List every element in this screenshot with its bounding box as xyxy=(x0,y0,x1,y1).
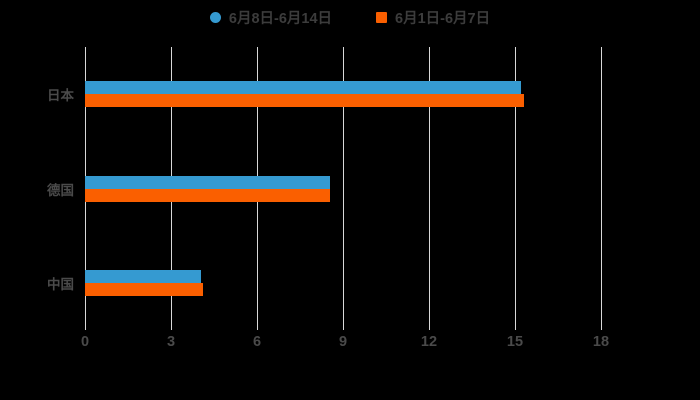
bar[interactable] xyxy=(85,188,331,202)
x-axis-tick-label: 18 xyxy=(592,334,610,350)
bar[interactable] xyxy=(85,269,202,283)
y-axis-tick-label: 德国 xyxy=(47,182,74,198)
x-axis-tick-label: 0 xyxy=(80,334,90,350)
gridline xyxy=(343,47,344,330)
bar[interactable] xyxy=(85,175,331,189)
gridline xyxy=(601,47,602,330)
bar[interactable] xyxy=(85,282,203,296)
x-axis-tick-label: 12 xyxy=(420,334,438,350)
legend-item-series-1[interactable]: 6月8日-6月14日 xyxy=(209,7,333,28)
gridline xyxy=(515,47,516,330)
legend-label-series-1: 6月8日-6月14日 xyxy=(228,10,333,27)
y-axis-tick-label: 中国 xyxy=(47,276,74,292)
x-axis-tick-label: 15 xyxy=(506,334,524,350)
legend-square-icon xyxy=(376,11,388,23)
bar[interactable] xyxy=(85,81,521,95)
y-axis-tick-label: 日本 xyxy=(47,88,74,104)
x-axis-tick-label: 6 xyxy=(252,334,262,350)
plot-area xyxy=(85,47,602,330)
gridline xyxy=(429,47,430,330)
x-axis-tick-label: 3 xyxy=(166,334,176,350)
legend-item-series-2[interactable]: 6月1日-6月7日 xyxy=(376,7,490,28)
chart-legend: 6月8日-6月14日 6月1日-6月7日 xyxy=(0,0,700,34)
bar[interactable] xyxy=(85,94,524,108)
legend-dot-icon xyxy=(209,11,221,23)
legend-label-series-2: 6月1日-6月7日 xyxy=(395,10,491,27)
y-axis-labels: 日本 德国 中国 xyxy=(0,47,74,330)
x-axis-tick-label: 9 xyxy=(338,334,348,350)
